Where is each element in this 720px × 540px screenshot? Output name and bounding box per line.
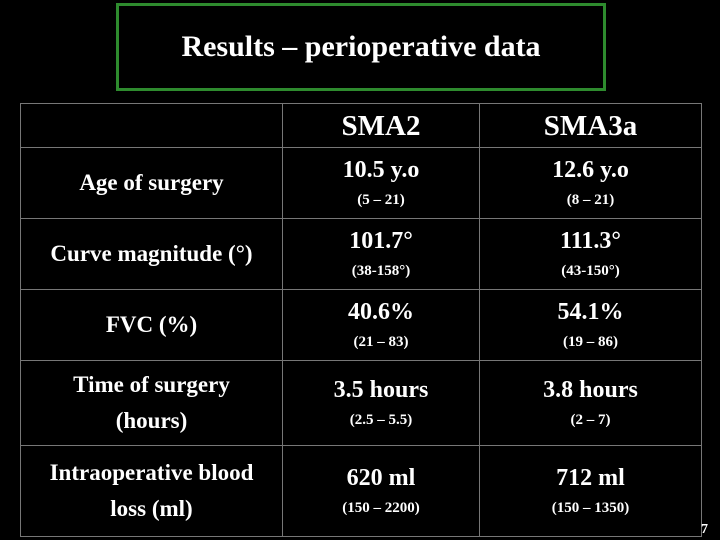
row-label-age: Age of surgery (21, 148, 283, 219)
cell-value: 111.3° (560, 228, 621, 255)
row-label-line: Intraoperative blood (49, 460, 254, 486)
slide-title: Results – perioperative data (181, 30, 541, 63)
row-label-line: loss (ml) (110, 496, 193, 521)
table-cell-sma3a-blood-loss: 712 ml (150 – 1350) (480, 446, 701, 536)
table-cell-sma2-fvc: 40.6% (21 – 83) (283, 290, 480, 361)
cell-value: 620 ml (346, 465, 416, 492)
cell-value: 3.8 hours (543, 377, 638, 404)
table-cell-sma3a-fvc: 54.1% (19 – 86) (480, 290, 701, 361)
row-label-blood-loss: Intraoperative blood loss (ml) (21, 446, 283, 536)
row-label-curve: Curve magnitude (°) (21, 219, 283, 290)
cell-range: (8 – 21) (566, 191, 615, 208)
row-label-line: Time of surgery (73, 372, 230, 398)
cell-range: (150 – 1350) (551, 499, 630, 516)
table-cell-sma2-time: 3.5 hours (2.5 – 5.5) (283, 361, 480, 446)
cell-range: (19 – 86) (563, 333, 618, 350)
cell-value: 712 ml (556, 465, 625, 492)
table-header-empty (21, 104, 283, 148)
page-number: 7 (701, 522, 708, 537)
cell-range: (2 – 7) (570, 411, 611, 428)
cell-range: (38-158°) (351, 262, 411, 279)
row-label-fvc: FVC (%) (21, 290, 283, 361)
table-cell-sma3a-curve: 111.3° (43-150°) (480, 219, 701, 290)
row-label-time: Time of surgery (hours) (21, 361, 283, 446)
table-cell-sma3a-age: 12.6 y.o (8 – 21) (480, 148, 701, 219)
table-cell-sma2-curve: 101.7° (38-158°) (283, 219, 480, 290)
cell-range: (2.5 – 5.5) (349, 411, 413, 428)
cell-range: (150 – 2200) (342, 499, 420, 516)
slide-title-box: Results – perioperative data (116, 3, 606, 91)
cell-range: (21 – 83) (353, 333, 409, 350)
cell-value: 54.1% (557, 299, 624, 326)
cell-value: 3.5 hours (333, 377, 429, 404)
row-label-line: (hours) (115, 408, 188, 433)
table-cell-sma2-age: 10.5 y.o (5 – 21) (283, 148, 480, 219)
results-table: SMA2 SMA3a Age of surgery 10.5 y.o (5 – … (20, 103, 702, 537)
cell-range: (43-150°) (561, 262, 620, 279)
column-header-sma2: SMA2 (283, 104, 480, 148)
cell-range: (5 – 21) (357, 191, 405, 208)
table-cell-sma3a-time: 3.8 hours (2 – 7) (480, 361, 701, 446)
column-header-sma3a: SMA3a (480, 104, 701, 148)
cell-value: 10.5 y.o (342, 157, 420, 184)
cell-value: 12.6 y.o (552, 157, 629, 184)
cell-value: 40.6% (348, 299, 414, 326)
table-cell-sma2-blood-loss: 620 ml (150 – 2200) (283, 446, 480, 536)
cell-value: 101.7° (349, 228, 413, 255)
